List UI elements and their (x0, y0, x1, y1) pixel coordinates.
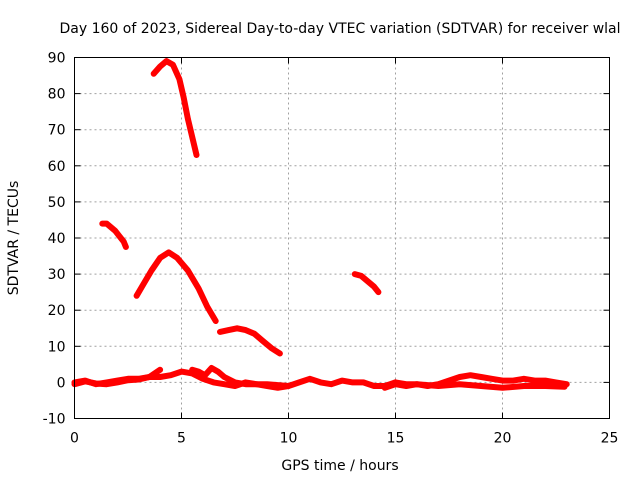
series-arc-right-30 (351, 271, 382, 296)
series-arc-mid-15 (217, 325, 283, 357)
series-arc-peak-36 (133, 249, 219, 324)
grid (74, 57, 610, 419)
series-arc-left-44 (99, 220, 129, 250)
y-tick-label: 40 (48, 231, 66, 247)
y-tick-label: 10 (48, 339, 66, 355)
y-tick-label: 20 (48, 303, 66, 319)
series-base-c (189, 365, 292, 389)
y-tick-label: 90 (48, 51, 66, 67)
x-tick-label: 5 (177, 431, 186, 447)
series-arc-high-peak (150, 58, 200, 158)
y-tick-label: 60 (48, 159, 66, 175)
x-axis-label: GPS time / hours (281, 458, 398, 474)
y-tick-label: 50 (48, 195, 66, 211)
x-tick-label: 20 (494, 431, 512, 447)
y-axis-label: SDTVAR / TECUs (6, 181, 22, 296)
series-base-b (71, 366, 164, 388)
chart-title: Day 160 of 2023, Sidereal Day-to-day VTE… (59, 21, 620, 37)
series-base-e (381, 381, 568, 391)
data-series-group (71, 58, 570, 391)
x-tick-label: 10 (280, 431, 298, 447)
y-tick-label: 30 (48, 267, 66, 283)
x-tick-label: 25 (601, 431, 619, 447)
y-tick-label: 0 (57, 375, 66, 391)
y-tick-label: 70 (48, 123, 66, 139)
x-tick-label: 15 (387, 431, 405, 447)
y-tick-label: 80 (48, 87, 66, 103)
plot-frame (74, 57, 610, 419)
x-tick-label: 0 (70, 431, 79, 447)
y-tick-label: -10 (43, 412, 66, 428)
